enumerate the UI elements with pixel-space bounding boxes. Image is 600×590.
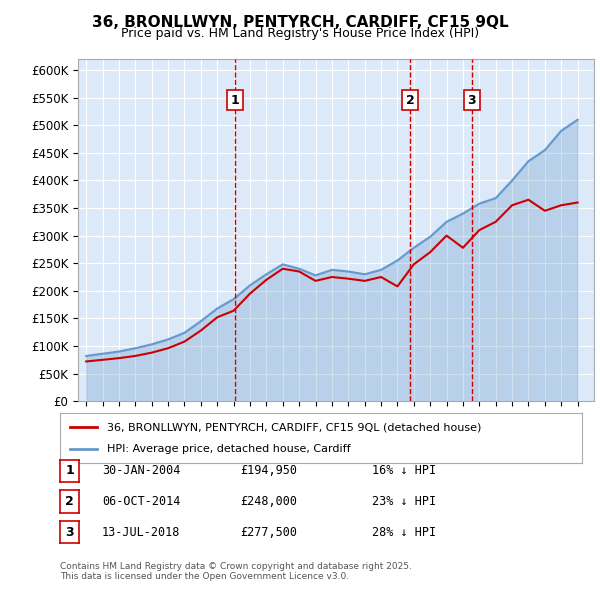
- Text: Price paid vs. HM Land Registry's House Price Index (HPI): Price paid vs. HM Land Registry's House …: [121, 27, 479, 40]
- Text: 2: 2: [65, 495, 74, 508]
- Text: £248,000: £248,000: [240, 495, 297, 508]
- Text: Contains HM Land Registry data © Crown copyright and database right 2025.
This d: Contains HM Land Registry data © Crown c…: [60, 562, 412, 581]
- Text: £194,950: £194,950: [240, 464, 297, 477]
- Text: 3: 3: [65, 526, 74, 539]
- Text: 06-OCT-2014: 06-OCT-2014: [102, 495, 181, 508]
- Text: HPI: Average price, detached house, Cardiff: HPI: Average price, detached house, Card…: [107, 444, 350, 454]
- Text: 1: 1: [230, 94, 239, 107]
- Text: 16% ↓ HPI: 16% ↓ HPI: [372, 464, 436, 477]
- Text: 36, BRONLLWYN, PENTYRCH, CARDIFF, CF15 9QL (detached house): 36, BRONLLWYN, PENTYRCH, CARDIFF, CF15 9…: [107, 422, 481, 432]
- Text: 28% ↓ HPI: 28% ↓ HPI: [372, 526, 436, 539]
- Text: 30-JAN-2004: 30-JAN-2004: [102, 464, 181, 477]
- Text: 13-JUL-2018: 13-JUL-2018: [102, 526, 181, 539]
- Text: 36, BRONLLWYN, PENTYRCH, CARDIFF, CF15 9QL: 36, BRONLLWYN, PENTYRCH, CARDIFF, CF15 9…: [92, 15, 508, 30]
- Text: £277,500: £277,500: [240, 526, 297, 539]
- Text: 23% ↓ HPI: 23% ↓ HPI: [372, 495, 436, 508]
- Text: 3: 3: [467, 94, 476, 107]
- Text: 1: 1: [65, 464, 74, 477]
- Text: 2: 2: [406, 94, 415, 107]
